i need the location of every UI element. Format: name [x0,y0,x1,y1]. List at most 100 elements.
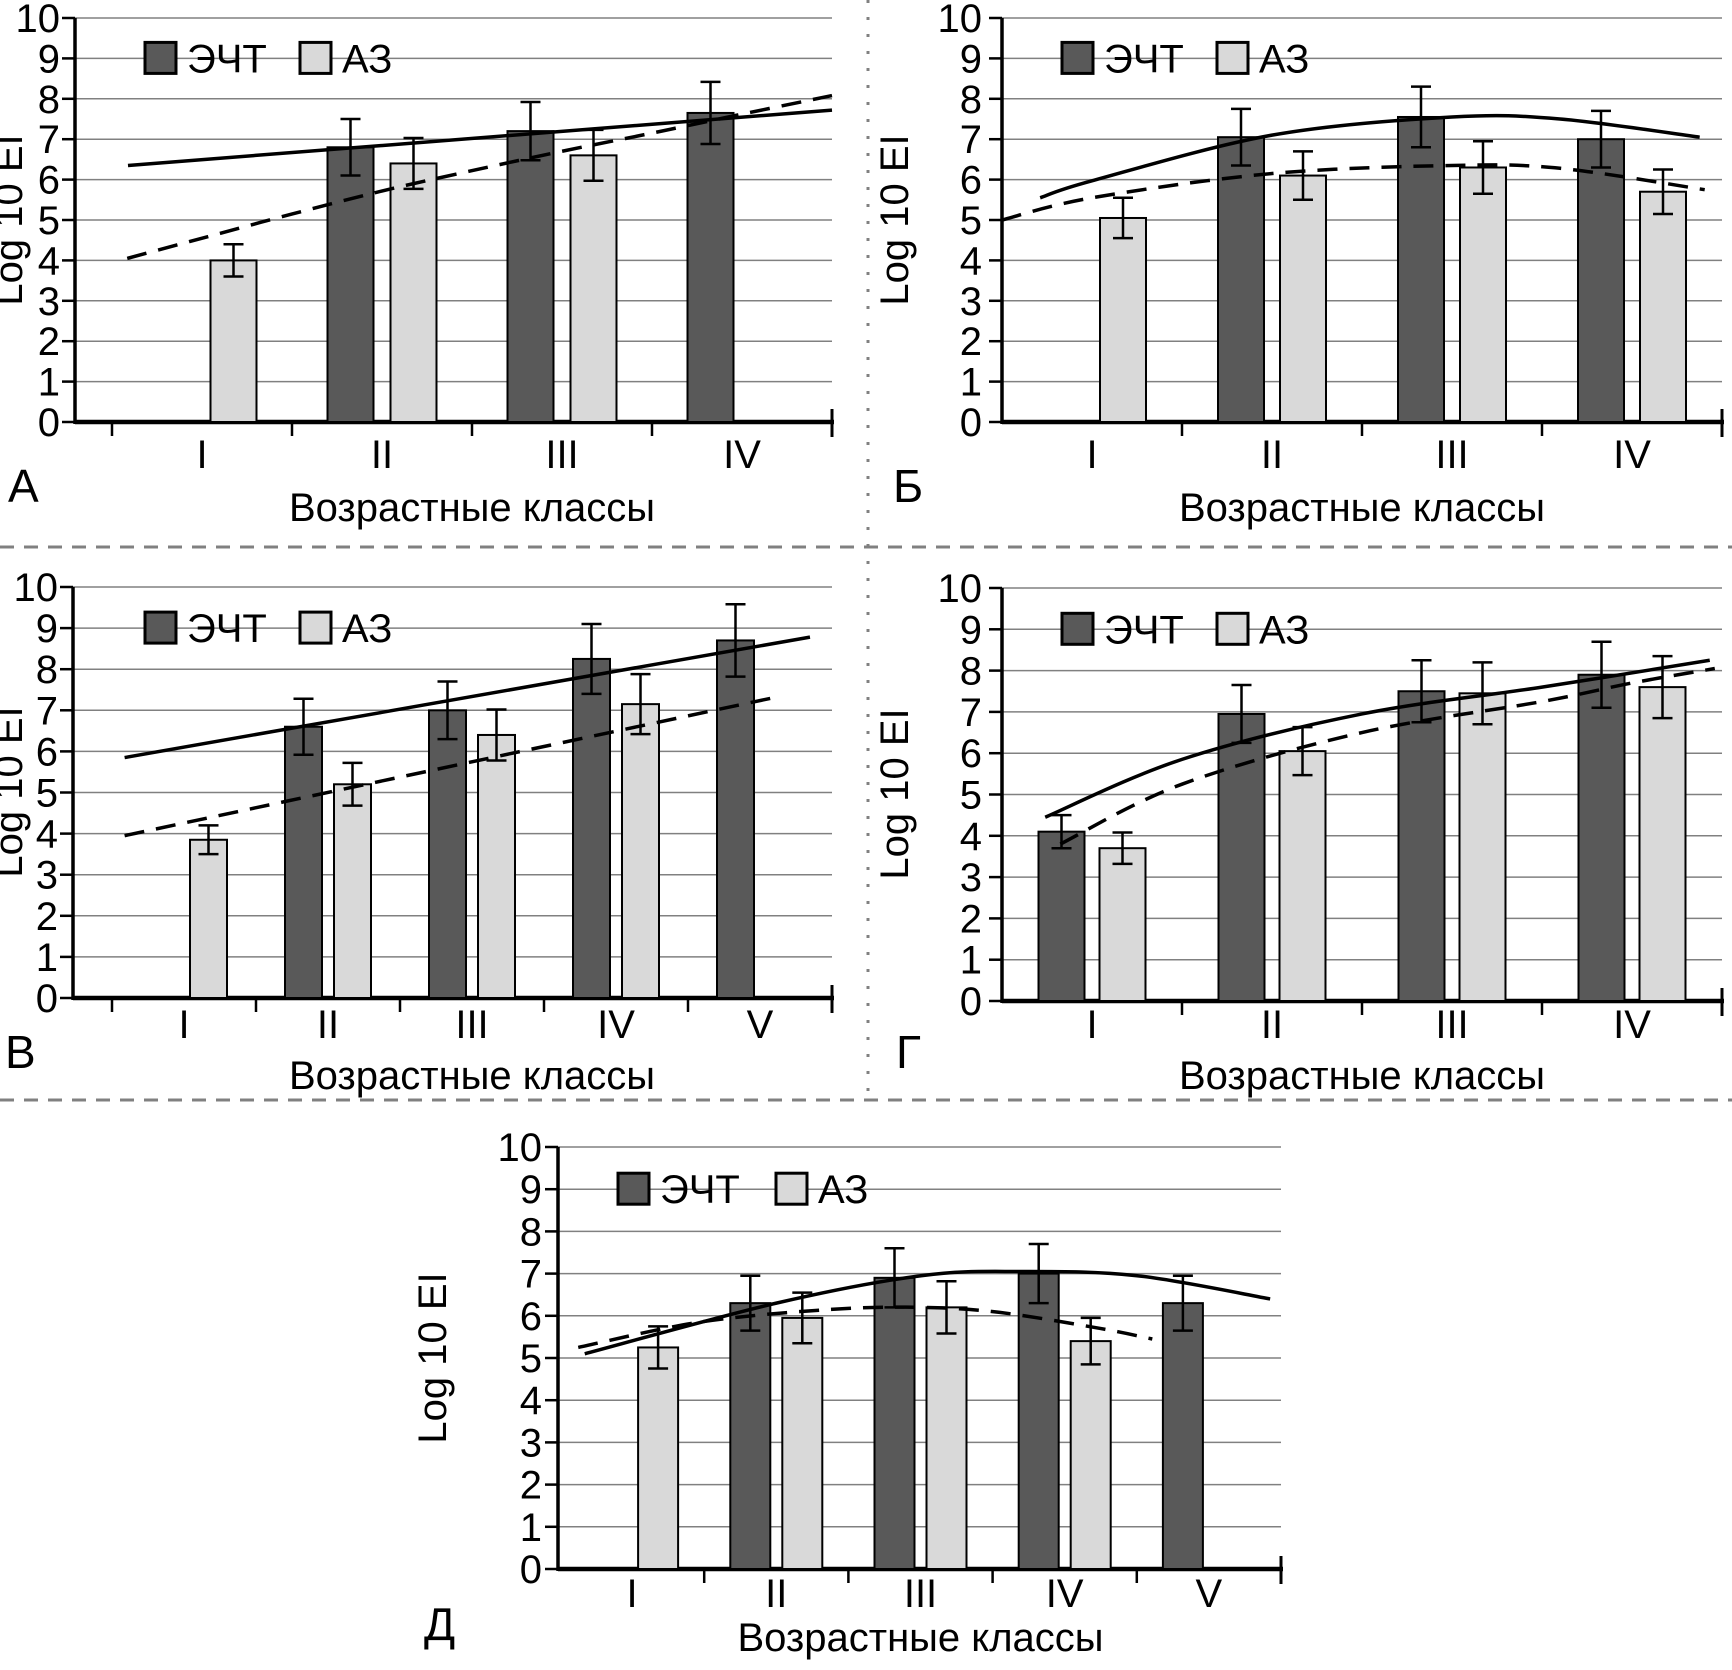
y-axis-title: Log 10 EI [873,708,917,879]
y-tick-label: 9 [960,37,982,81]
legend-swatch-АЗ [774,1171,809,1206]
trendline-solid-ЭЧТ [127,108,833,168]
category-label: IV [723,433,761,477]
legend-swatch-АЗ [298,610,333,645]
y-tick-label: 6 [960,159,982,203]
bar-ЭЧТ-IV [1017,1272,1060,1570]
category-label: II [1261,1003,1283,1047]
y-tick-label: 5 [38,199,60,243]
category-label: I [627,1572,638,1616]
bar-АЗ-IV [1639,190,1687,423]
y-tick-label: 7 [960,691,982,735]
legend-swatch-ЭЧТ [616,1171,651,1206]
bar-ЭЧТ-III [1397,115,1445,423]
bar-ЭЧТ-V [1161,1302,1204,1570]
bar-АЗ-I [209,259,258,423]
y-tick-label: 9 [38,37,60,81]
category-label: III [1435,433,1468,477]
bar-ЭЧТ-IV [1577,673,1626,1002]
category-label: III [904,1572,937,1616]
bar-АЗ-III [1459,166,1507,423]
y-tick-label: 4 [38,239,60,283]
y-tick-label: 1 [36,936,58,980]
legend-swatch-АЗ [1215,40,1250,75]
category-label: V [747,1003,774,1047]
trendline-solid-ЭЧТ [1039,113,1700,200]
bar-АЗ-II [1278,750,1327,1003]
y-tick-label: 10 [14,566,59,610]
category-label: IV [1046,1572,1084,1616]
category-label: II [371,433,393,477]
y-tick-label: 2 [960,320,982,364]
bar-АЗ-I [1098,847,1147,1002]
y-tick-label: 4 [960,815,982,859]
category-label: IV [1613,433,1651,477]
trendline-solid-ЭЧТ [124,635,811,760]
legend-swatch-АЗ [298,40,333,75]
y-tick-label: 9 [960,608,982,652]
y-tick-label: 1 [960,361,982,405]
trendline-dashed-АЗ [1001,163,1705,222]
y-tick-label: 7 [38,118,60,162]
bar-АЗ-I [637,1346,680,1570]
bar-АЗ-III [925,1306,968,1570]
panel-letter: Б [893,460,923,512]
y-tick-label: 4 [36,813,58,857]
legend-swatch-ЭЧТ [143,40,178,75]
y-tick-label: 5 [36,772,58,816]
trendline-dashed-АЗ [126,93,833,261]
legend-label: ЭЧТ [1104,37,1184,81]
category-label: I [1086,1003,1097,1047]
trendline-solid-ЭЧТ [1044,658,1711,819]
y-tick-label: 3 [38,280,60,324]
y-tick-label: 5 [520,1337,542,1381]
legend-swatch-АЗ [1215,611,1250,646]
category-label: III [545,433,578,477]
bar-ЭЧТ-IV [572,657,611,999]
legend-label: АЗ [1259,37,1309,81]
y-tick-label: 8 [36,648,58,692]
y-tick-label: 10 [938,0,983,41]
y-tick-label: 2 [36,895,58,939]
bar-ЭЧТ-II [729,1302,772,1570]
category-label: III [1435,1003,1468,1047]
trendline-dashed-АЗ [577,1305,1153,1350]
y-tick-label: 7 [36,689,58,733]
legend-label: ЭЧТ [660,1168,740,1212]
y-tick-label: 3 [520,1421,542,1465]
y-tick-label: 0 [960,980,982,1024]
x-axis-title: Возрастные классы [289,1054,655,1098]
legend-label: АЗ [342,37,392,81]
category-label: IV [597,1003,635,1047]
y-tick-label: 10 [498,1126,543,1170]
y-tick-label: 0 [960,401,982,445]
y-tick-label: 4 [520,1379,542,1423]
y-tick-label: 1 [960,939,982,983]
trendline-solid-ЭЧТ [584,1269,1271,1356]
bar-АЗ-IV [621,703,660,999]
category-label: V [1196,1572,1223,1616]
legend-swatch-ЭЧТ [1060,40,1095,75]
y-tick-label: 6 [520,1295,542,1339]
y-axis-title: Log 10 EI [0,706,31,877]
y-tick-label: 0 [520,1548,542,1592]
bar-ЭЧТ-V [716,639,755,999]
y-tick-label: 7 [520,1253,542,1297]
category-label: III [455,1003,488,1047]
y-tick-label: 8 [960,650,982,694]
category-label: II [765,1572,787,1616]
panel-letter: Д [424,1598,455,1650]
bar-ЭЧТ-II [1217,712,1266,1003]
category-label: IV [1613,1003,1651,1047]
category-label: I [196,433,207,477]
y-tick-label: 10 [16,0,61,41]
bar-ЭЧТ-IV [686,111,735,423]
category-label: I [178,1003,189,1047]
legend-label: ЭЧТ [187,37,267,81]
bar-АЗ-II [1279,174,1327,423]
